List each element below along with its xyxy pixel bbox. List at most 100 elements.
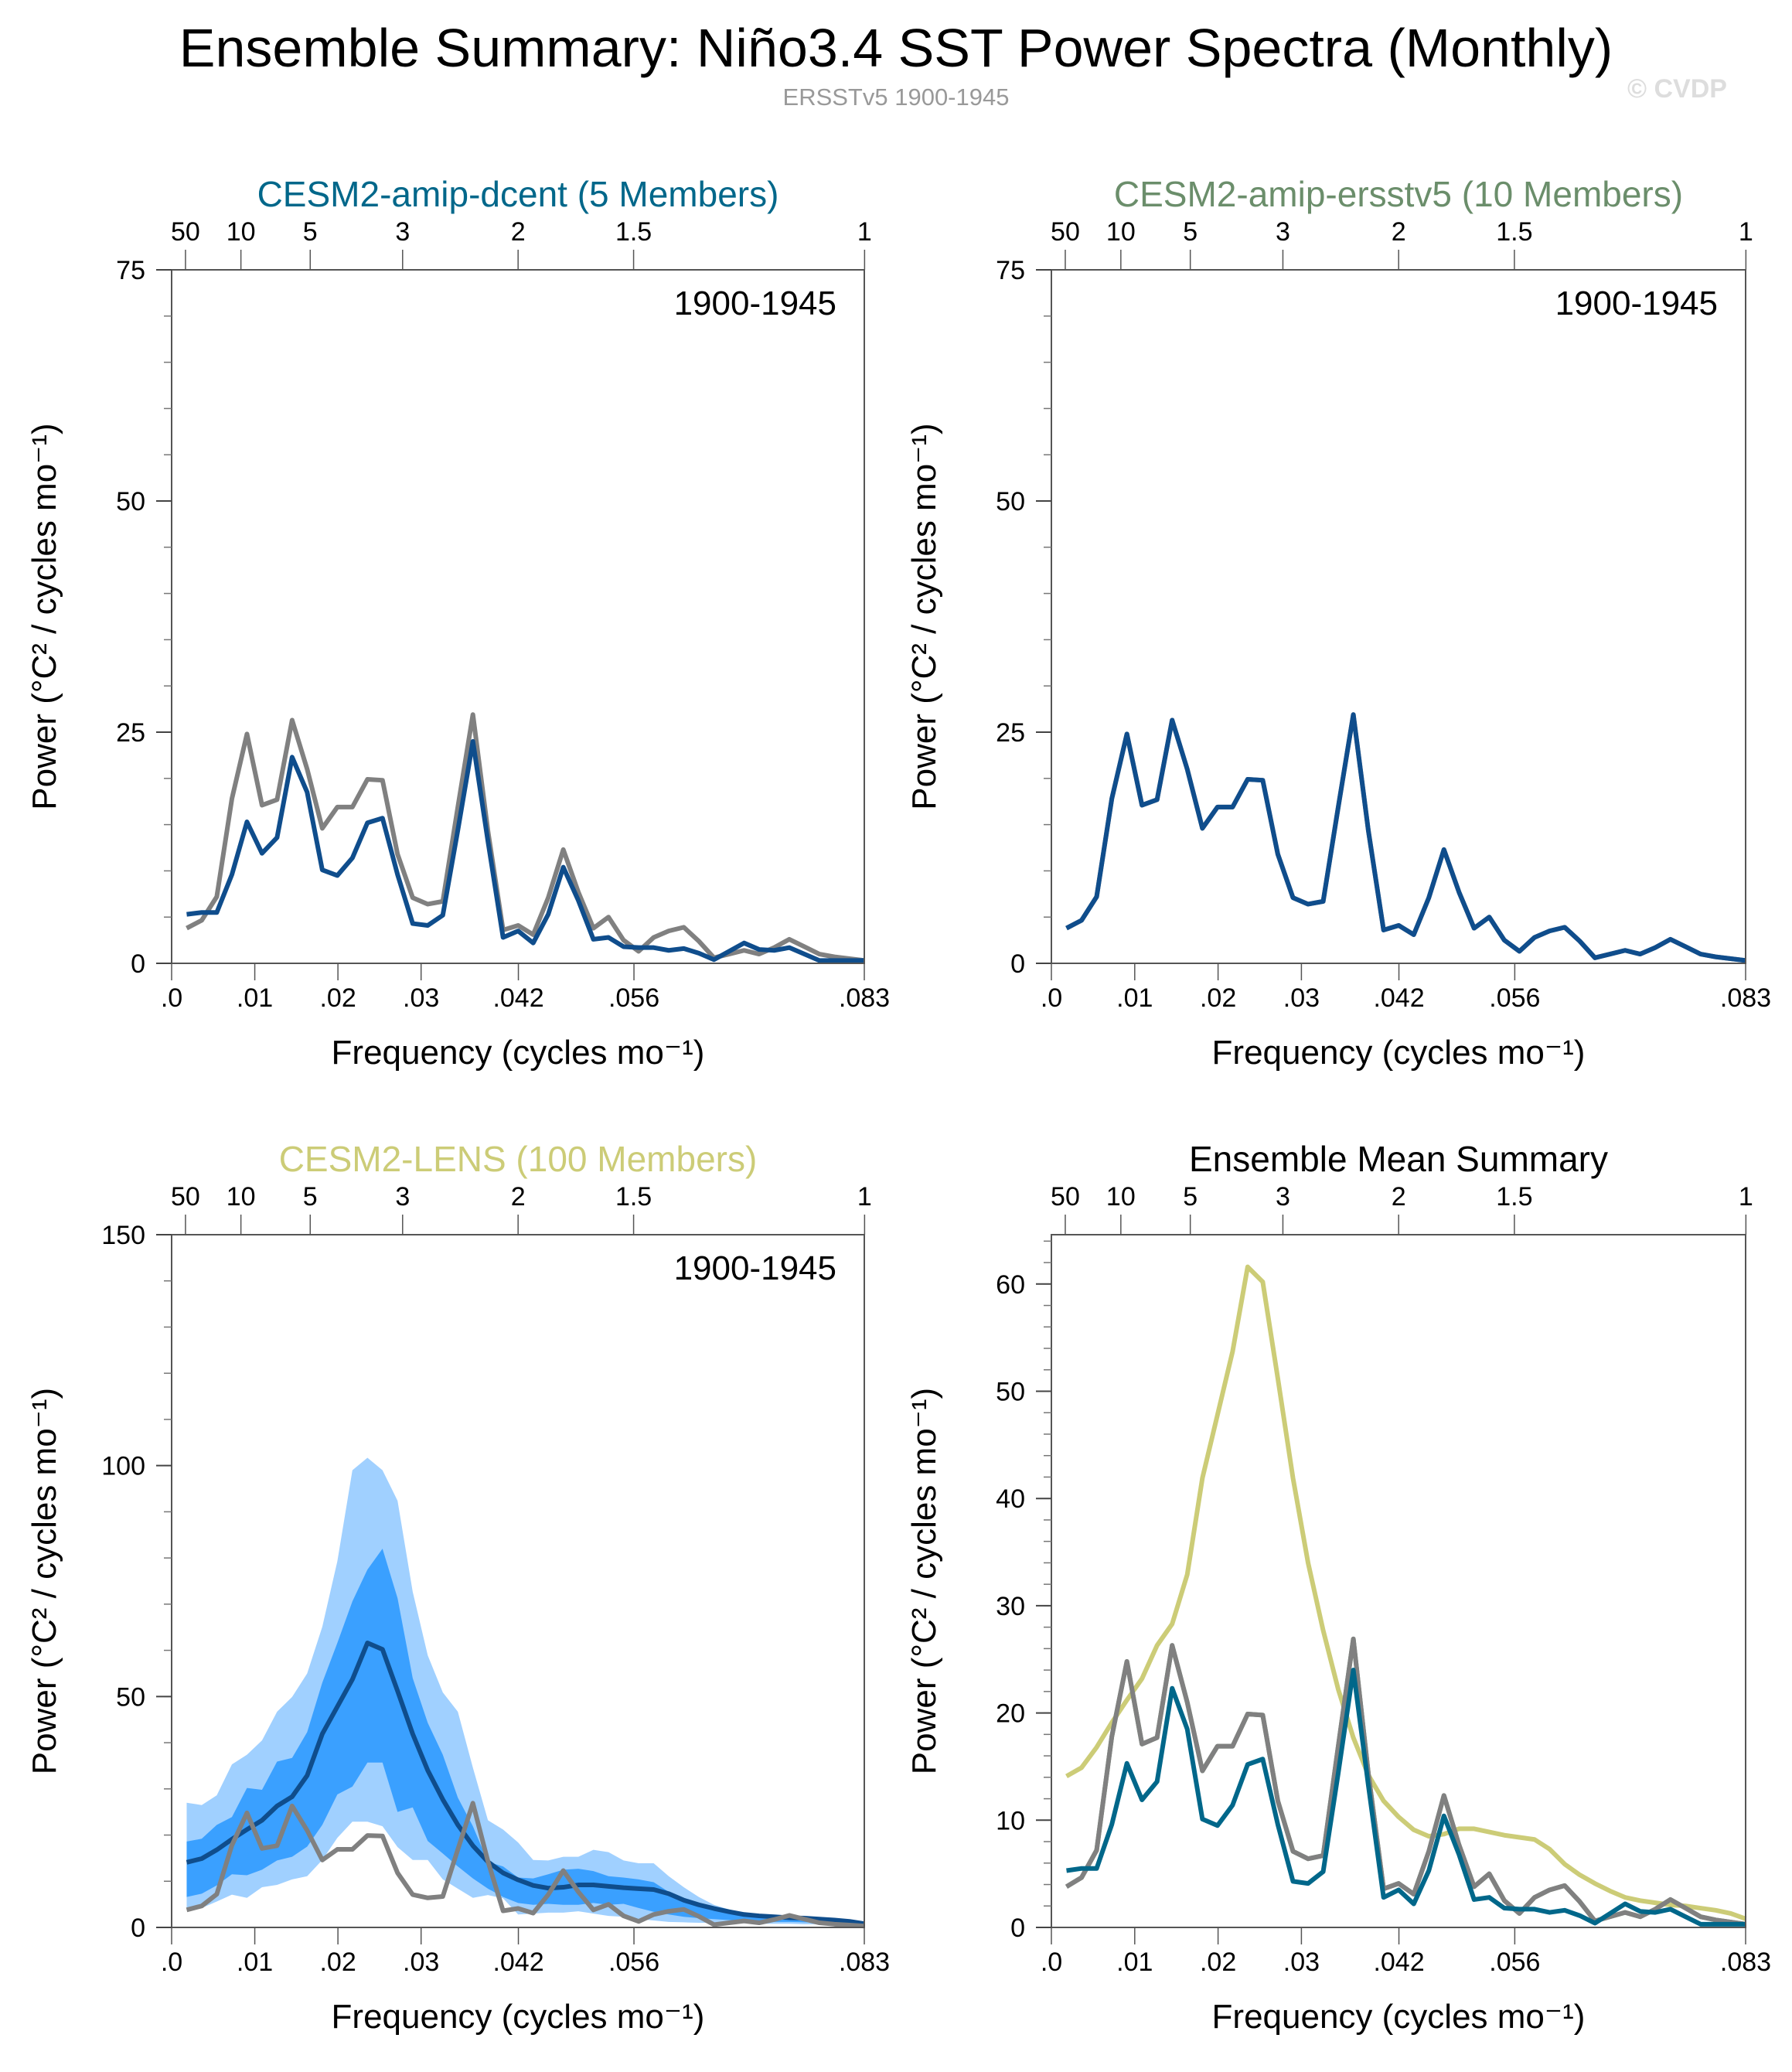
y-tick-label: 10 [996, 1806, 1025, 1835]
period-tick-label: 3 [395, 1182, 410, 1212]
x-tick-label: .02 [1200, 1948, 1236, 1977]
panel-title: CESM2-amip-dcent (5 Members) [257, 174, 779, 214]
y-axis-label: Power (°C² / cycles mo⁻¹) [905, 1388, 943, 1774]
x-tick-label: .042 [1373, 1948, 1424, 1977]
cvdp-watermark: © CVDP [1627, 74, 1727, 104]
plot-frame [1051, 269, 1746, 964]
band-inner_range [186, 1549, 865, 1925]
x-tick-label: .03 [403, 1948, 439, 1977]
x-tick-label: .01 [1116, 983, 1153, 1013]
panel-3: 0 50 100 150 .0 .01 .02 .03 .042 .056 .083 50 10 5 3 2 1… [26, 1139, 890, 2036]
series-line-ensemble_mean [186, 1641, 865, 1927]
period-tick-label: 2 [511, 217, 526, 247]
x-tick-label: .056 [608, 1948, 659, 1977]
series-line-observations [186, 1801, 865, 1929]
y-tick-label: 0 [131, 949, 145, 979]
x-tick-label: .0 [1041, 1948, 1062, 1977]
period-tick-label: 1.5 [1496, 1182, 1532, 1212]
period-tick-label: 50 [171, 1182, 200, 1212]
x-tick-label: .02 [1200, 983, 1236, 1013]
y-tick-label: 60 [996, 1270, 1025, 1300]
period-tick-label: 5 [1183, 1182, 1198, 1212]
y-tick-label: 50 [996, 1378, 1025, 1407]
band-outer_range [186, 1457, 865, 1926]
period-tick-label: 2 [1392, 217, 1406, 247]
period-tick-label: 1 [857, 1182, 872, 1212]
period-tick-label: 10 [1106, 1182, 1136, 1212]
period-tick-label: 50 [171, 217, 200, 247]
x-tick-label: .083 [1720, 1948, 1771, 1977]
x-tick-label: .03 [1283, 983, 1320, 1013]
panel-4: 0 10 20 30 40 50 60 .0 .01 .02 .03 .042 .056 .083 50 10… [905, 1139, 1771, 2036]
period-tick-label: 10 [227, 1182, 256, 1212]
series-line-CESM2-LENS [1065, 1264, 1747, 1921]
y-tick-label: 75 [996, 256, 1025, 285]
panel-1: 0 25 50 75 .0 .01 .02 .03 .042 .056 .083 50 10 5 3 2 1.5… [26, 174, 890, 1072]
y-tick-label: 25 [996, 718, 1025, 748]
series-line-ensemble_mean [1065, 712, 1746, 963]
y-tick-label: 50 [996, 487, 1025, 516]
x-tick-label: .083 [839, 1948, 890, 1977]
period-tick-label: 1 [1739, 1182, 1753, 1212]
y-axis-label: Power (°C² / cycles mo⁻¹) [26, 1388, 63, 1774]
plot-frame [171, 269, 865, 964]
period-tick-label: 3 [1276, 1182, 1290, 1212]
x-tick-label: .02 [319, 983, 356, 1013]
period-tick-label: 10 [1106, 217, 1136, 247]
x-tick-label: .056 [608, 983, 659, 1013]
y-axis-label: Power (°C² / cycles mo⁻¹) [26, 423, 63, 809]
period-tick-label: 3 [395, 217, 410, 247]
series-line-observations [1065, 1636, 1746, 1927]
y-tick-label: 0 [1010, 1914, 1025, 1943]
period-tick-label: 1.5 [1496, 217, 1532, 247]
x-axis-label: Frequency (cycles mo⁻¹) [332, 1034, 705, 1072]
period-tick-label: 5 [303, 217, 318, 247]
figure-subtitle: ERSSTv5 1900-1945 [782, 83, 1010, 111]
period-label: 1900-1945 [674, 285, 836, 322]
x-axis-label: Frequency (cycles mo⁻¹) [332, 1998, 705, 2036]
series-line-observations [186, 712, 865, 963]
y-tick-label: 100 [101, 1452, 145, 1481]
panel-2: 0 25 50 75 .0 .01 .02 .03 .042 .056 .083 50 10 5 3 2 1.5… [905, 174, 1771, 1072]
x-tick-label: .0 [161, 1948, 182, 1977]
panel-title: Ensemble Mean Summary [1189, 1139, 1608, 1179]
x-axis-label: Frequency (cycles mo⁻¹) [1212, 1998, 1586, 2036]
x-tick-label: .01 [237, 1948, 273, 1977]
series-line-ensemble_mean [186, 738, 865, 963]
panel-title: CESM2-amip-ersstv5 (10 Members) [1114, 174, 1683, 214]
y-tick-label: 0 [1010, 949, 1025, 979]
y-tick-label: 0 [131, 1914, 145, 1943]
y-tick-label: 25 [116, 718, 145, 748]
x-tick-label: .042 [1373, 983, 1424, 1013]
x-tick-label: .03 [1283, 1948, 1320, 1977]
x-tick-label: .083 [839, 983, 890, 1013]
period-tick-label: 5 [303, 1182, 318, 1212]
x-tick-label: .042 [492, 983, 543, 1013]
y-tick-label: 30 [996, 1592, 1025, 1621]
x-tick-label: .056 [1489, 1948, 1540, 1977]
period-label: 1900-1945 [1555, 285, 1718, 322]
x-tick-label: .01 [237, 983, 273, 1013]
y-tick-label: 20 [996, 1699, 1025, 1729]
period-tick-label: 5 [1183, 217, 1198, 247]
x-tick-label: .042 [492, 1948, 543, 1977]
period-tick-label: 3 [1276, 217, 1290, 247]
y-tick-label: 40 [996, 1484, 1025, 1514]
period-tick-label: 1.5 [615, 217, 652, 247]
period-tick-label: 1 [857, 217, 872, 247]
figure-title: Ensemble Summary: Niño3.4 SST Power Spec… [179, 18, 1613, 78]
x-tick-label: .056 [1489, 983, 1540, 1013]
period-tick-label: 10 [227, 217, 256, 247]
x-tick-label: .083 [1720, 983, 1771, 1013]
period-tick-label: 2 [1392, 1182, 1406, 1212]
y-axis-label: Power (°C² / cycles mo⁻¹) [905, 423, 943, 809]
period-tick-label: 50 [1051, 1182, 1080, 1212]
y-tick-label: 50 [116, 1682, 145, 1712]
x-tick-label: .03 [403, 983, 439, 1013]
period-tick-label: 1 [1739, 217, 1753, 247]
period-tick-label: 1.5 [615, 1182, 652, 1212]
x-tick-label: .02 [319, 1948, 356, 1977]
y-tick-label: 75 [116, 256, 145, 285]
plot-frame [1051, 1234, 1746, 1928]
